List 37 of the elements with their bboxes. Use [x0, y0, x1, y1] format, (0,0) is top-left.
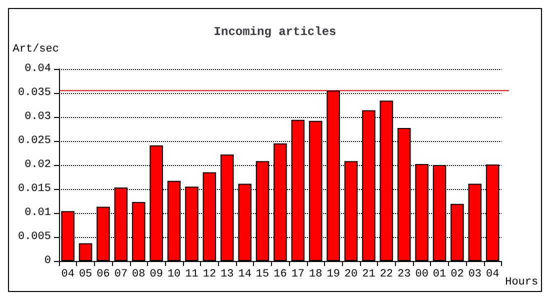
- y-tick-label: 0.025: [18, 135, 51, 147]
- x-tick-label: 13: [220, 268, 234, 280]
- chart-title: Incoming articles: [214, 25, 336, 39]
- x-tick-label: 14: [238, 268, 252, 280]
- x-tick-label: 20: [344, 268, 358, 280]
- x-tick-label: 07: [114, 268, 128, 280]
- x-tick-label: 04: [486, 268, 500, 280]
- x-tick-label: 17: [291, 268, 305, 280]
- x-tick-label: 10: [167, 268, 181, 280]
- x-tick-label: 03: [468, 268, 482, 280]
- x-tick-label: 15: [256, 268, 270, 280]
- x-tick-label: 00: [415, 268, 428, 280]
- x-tick-label: 12: [202, 268, 216, 280]
- x-tick-label: 06: [96, 268, 110, 280]
- x-axis-title: Hours: [505, 276, 538, 288]
- y-tick-label: 0.035: [18, 87, 51, 99]
- x-tick-label: 02: [450, 268, 464, 280]
- x-tick-label: 08: [132, 268, 146, 280]
- x-tick-label: 11: [185, 268, 199, 280]
- x-tick-label: 01: [432, 268, 447, 280]
- x-tick-label: 21: [362, 268, 376, 280]
- x-tick-label: 05: [78, 268, 92, 280]
- y-tick-label: 0.005: [18, 231, 51, 243]
- x-tick-label: 19: [326, 268, 340, 280]
- x-tick-label: 23: [398, 268, 411, 280]
- x-tick-label: 09: [150, 268, 163, 280]
- y-tick-label: 0.01: [24, 207, 52, 219]
- x-tick-label: 18: [309, 268, 322, 280]
- y-axis-title: Art/sec: [12, 44, 59, 56]
- y-tick-label: 0.015: [18, 183, 51, 195]
- x-tick-label: 04: [61, 268, 75, 280]
- x-tick-label: 16: [274, 268, 287, 280]
- y-tick-label: 0: [44, 255, 51, 267]
- y-tick-label: 0.04: [24, 63, 52, 75]
- y-tick-label: 0.02: [24, 159, 51, 171]
- y-tick-label: 0.03: [24, 111, 51, 123]
- x-tick-label: 22: [380, 268, 394, 280]
